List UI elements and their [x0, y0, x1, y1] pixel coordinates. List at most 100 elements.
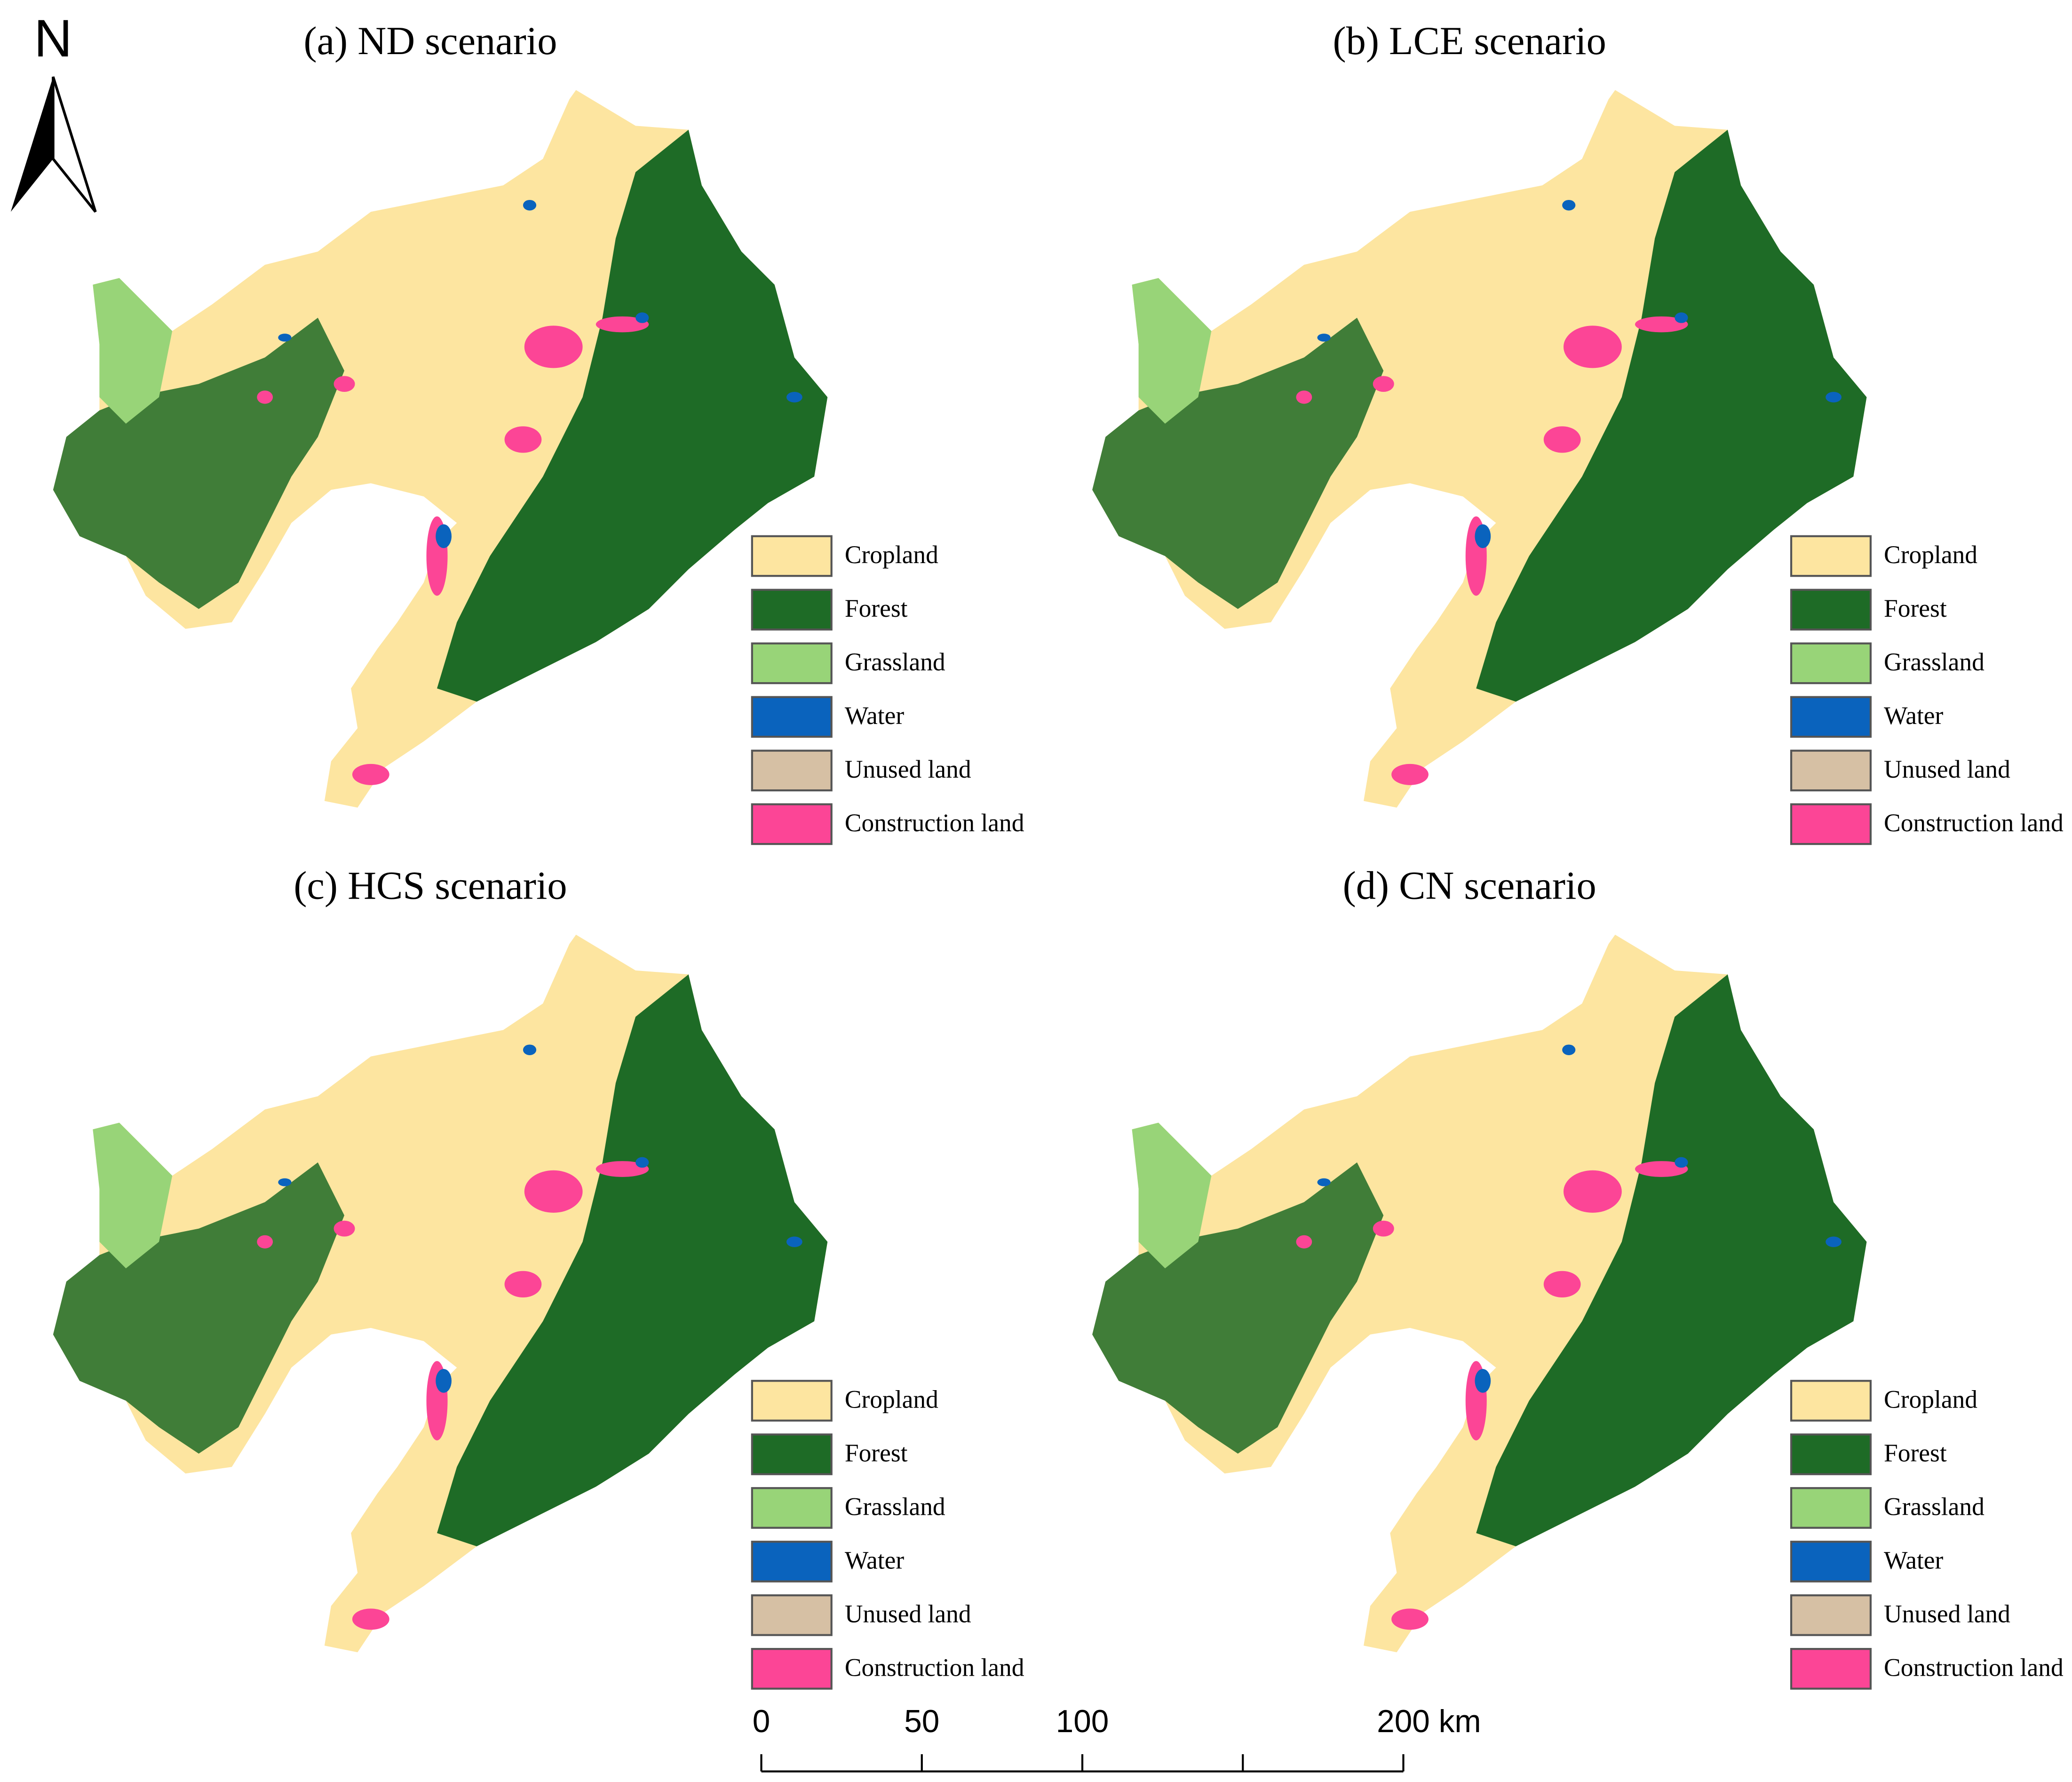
legend-swatch	[751, 1648, 833, 1690]
forest-area	[53, 318, 345, 609]
construction-area	[524, 326, 583, 368]
map-panel: (c) HCS scenario Cropland Forest Grassland W…	[53, 864, 1024, 1690]
water-area	[523, 1044, 537, 1055]
construction-area	[1373, 1220, 1394, 1237]
legend-swatch	[1790, 1541, 1872, 1583]
grassland-area	[93, 1122, 173, 1269]
construction-area	[1635, 316, 1688, 333]
legend-swatch	[751, 642, 833, 684]
legend-label: Water	[1884, 701, 1944, 730]
construction-area	[333, 1220, 355, 1237]
legend-swatch	[1790, 696, 1872, 738]
scale-bar: 0 50 100 200 km	[753, 1704, 1481, 1773]
construction-area	[595, 316, 649, 333]
construction-area	[524, 1170, 583, 1213]
legend-swatch	[751, 1380, 833, 1422]
water-area	[436, 524, 452, 549]
forest-area	[53, 1162, 345, 1454]
legend-label: Unused land	[1884, 755, 2010, 783]
forest-area	[437, 974, 828, 1547]
construction-area	[1543, 1271, 1581, 1297]
legend-swatch	[751, 535, 833, 577]
legend-label: Grassland	[845, 648, 945, 676]
map-panel: (b) LCE scenario Cropland Forest Grassland W…	[1092, 19, 2064, 845]
legend-swatch	[751, 1433, 833, 1475]
water-area	[1826, 392, 1842, 403]
grassland-area	[1132, 278, 1212, 424]
legend-label: Grassland	[1884, 1493, 1985, 1521]
legend-label: Grassland	[845, 1493, 945, 1521]
water-area	[1675, 312, 1688, 323]
legend-swatch	[1790, 1433, 1872, 1475]
water-area	[523, 199, 537, 211]
water-area	[635, 1157, 649, 1168]
water-area	[1475, 1368, 1491, 1393]
legend-swatch	[1790, 1594, 1872, 1636]
legend-label: Water	[845, 701, 905, 730]
grassland-area	[93, 278, 173, 424]
map-panel: (a) ND scenario Cropland Forest Grassland Wa…	[53, 19, 1024, 845]
forest-area	[1092, 318, 1384, 609]
legend-label: Unused land	[1884, 1599, 2010, 1628]
water-area	[1317, 1178, 1331, 1186]
legend-label: Cropland	[845, 541, 938, 569]
construction-area	[504, 1271, 542, 1297]
arrow-right	[52, 76, 97, 213]
construction-area	[1373, 376, 1394, 392]
construction-area	[1391, 764, 1429, 785]
panel-title: (b) LCE scenario	[1333, 19, 1606, 63]
forest-area	[1092, 1162, 1384, 1454]
forest-area	[1476, 974, 1867, 1547]
scale-label: 0	[753, 1704, 770, 1739]
water-area	[1562, 1044, 1576, 1055]
construction-area	[352, 764, 389, 785]
water-area	[635, 312, 649, 323]
north-label: N	[34, 8, 72, 68]
water-area	[1317, 334, 1331, 342]
legend-swatch	[1790, 1487, 1872, 1529]
legend-swatch	[1790, 589, 1872, 631]
forest-area	[1476, 129, 1867, 702]
construction-area	[1296, 1235, 1312, 1249]
construction-area	[257, 1235, 273, 1249]
legend-swatch	[751, 696, 833, 738]
construction-area	[1563, 1170, 1622, 1213]
legend-label: Construction land	[1884, 809, 2064, 837]
legend-swatch	[751, 803, 833, 845]
construction-area	[333, 376, 355, 392]
construction-area	[595, 1161, 649, 1177]
scale-label: 100	[1056, 1704, 1109, 1739]
forest-area	[437, 129, 828, 702]
legend-swatch	[751, 1541, 833, 1583]
water-area	[786, 1236, 802, 1248]
grassland-area	[1132, 1122, 1212, 1269]
scale-label: 200 km	[1377, 1704, 1481, 1739]
water-area	[436, 1368, 452, 1393]
water-area	[1475, 524, 1491, 549]
construction-area	[1296, 390, 1312, 404]
legend-swatch	[751, 1594, 833, 1636]
construction-area	[1543, 426, 1581, 453]
construction-area	[352, 1608, 389, 1630]
legend-label: Grassland	[1884, 648, 1985, 676]
panel-title: (c) HCS scenario	[294, 864, 567, 908]
legend-swatch	[1790, 803, 1872, 845]
legend-swatch	[1790, 1648, 1872, 1690]
legend-label: Construction land	[1884, 1653, 2064, 1681]
construction-area	[504, 426, 542, 453]
legend-swatch	[1790, 1380, 1872, 1422]
legend-label: Water	[1884, 1546, 1944, 1575]
water-area	[278, 334, 292, 342]
legend-label: Forest	[845, 1439, 908, 1467]
legend-label: Water	[845, 1546, 905, 1575]
panel-title: (a) ND scenario	[303, 19, 557, 63]
construction-area	[1391, 1608, 1429, 1630]
legend-label: Construction land	[845, 809, 1024, 837]
construction-area	[257, 390, 273, 404]
legend-label: Forest	[1884, 1439, 1947, 1467]
legend-label: Unused land	[845, 755, 971, 783]
legend-label: Unused land	[845, 1599, 971, 1628]
water-area	[278, 1178, 292, 1186]
